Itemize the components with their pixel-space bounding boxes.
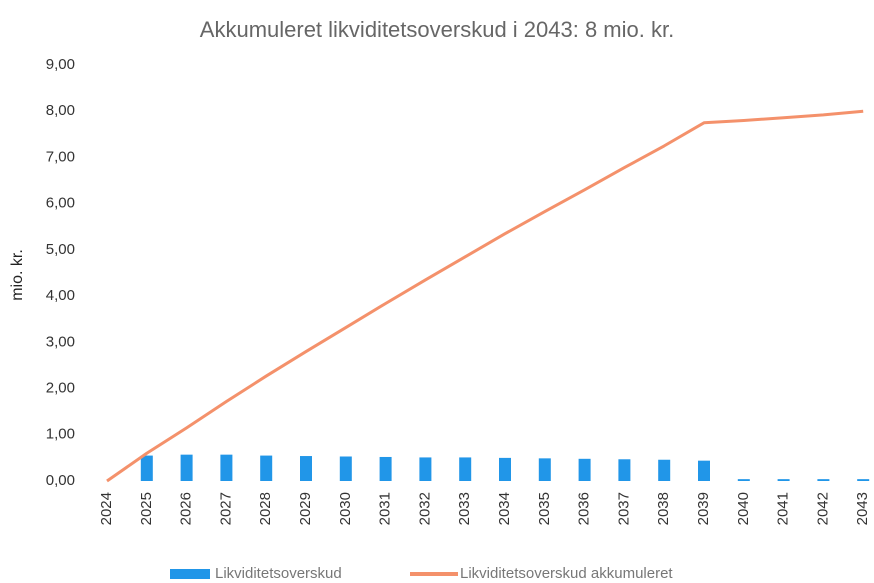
- y-tick-label: 3,00: [46, 333, 75, 350]
- x-tick-label: 2034: [496, 492, 513, 525]
- y-tick-label: 1,00: [46, 426, 75, 443]
- x-tick-label: 2039: [695, 492, 712, 525]
- x-tick-label: 2027: [217, 492, 234, 525]
- bar: [578, 458, 591, 481]
- bar: [777, 479, 790, 481]
- y-tick-label: 8,00: [46, 102, 75, 119]
- chart-title: Akkumuleret likviditetsoverskud i 2043: …: [200, 17, 674, 42]
- y-tick-label: 5,00: [46, 241, 75, 258]
- bar: [140, 455, 153, 481]
- bar: [419, 457, 432, 481]
- x-tick-label: 2038: [655, 492, 672, 525]
- x-tick-label: 2031: [377, 492, 394, 525]
- line: [106, 109, 864, 483]
- y-tick-label: 2,00: [46, 380, 75, 397]
- bar: [180, 454, 193, 481]
- x-tick-label: 2035: [536, 492, 553, 525]
- bar: [698, 460, 710, 481]
- bar: [857, 479, 870, 481]
- bar: [220, 454, 233, 481]
- x-tick-label: 2040: [735, 492, 752, 525]
- bar: [737, 479, 750, 481]
- bar: [658, 459, 671, 481]
- x-tick-label: 2026: [178, 492, 195, 525]
- y-tick-label: 0,00: [46, 472, 75, 489]
- x-tick-label: 2036: [576, 492, 593, 525]
- bar: [499, 457, 511, 481]
- legend-swatch: [170, 569, 210, 579]
- bar: [538, 458, 551, 481]
- bar: [339, 456, 352, 481]
- bar: [618, 459, 631, 481]
- x-tick-label: 2041: [775, 492, 792, 525]
- x-tick-label: 2025: [138, 492, 155, 525]
- x-tick-label: 2032: [416, 492, 433, 525]
- x-tick-label: 2029: [297, 492, 314, 525]
- x-tick-label: 2030: [337, 492, 354, 525]
- bar: [379, 456, 392, 481]
- y-tick-label: 7,00: [46, 148, 75, 165]
- bar: [459, 457, 472, 481]
- x-tick-label: 2024: [98, 492, 115, 525]
- y-axis-title: mio. kr.: [9, 249, 26, 301]
- legend-label: Likviditetsoverskud: [215, 565, 342, 582]
- x-tick-label: 2037: [615, 492, 632, 525]
- bar: [817, 479, 830, 481]
- y-tick-label: 9,00: [46, 56, 75, 73]
- bar: [260, 455, 273, 481]
- x-tick-label: 2028: [257, 492, 274, 525]
- legend-label: Likviditetsoverskud akkumuleret: [460, 565, 673, 582]
- y-tick-label: 6,00: [46, 195, 75, 212]
- bar: [300, 456, 312, 481]
- x-tick-label: 2042: [814, 492, 831, 525]
- x-tick-label: 2043: [854, 492, 871, 525]
- x-tick-label: 2033: [456, 492, 473, 525]
- y-tick-label: 4,00: [46, 287, 75, 304]
